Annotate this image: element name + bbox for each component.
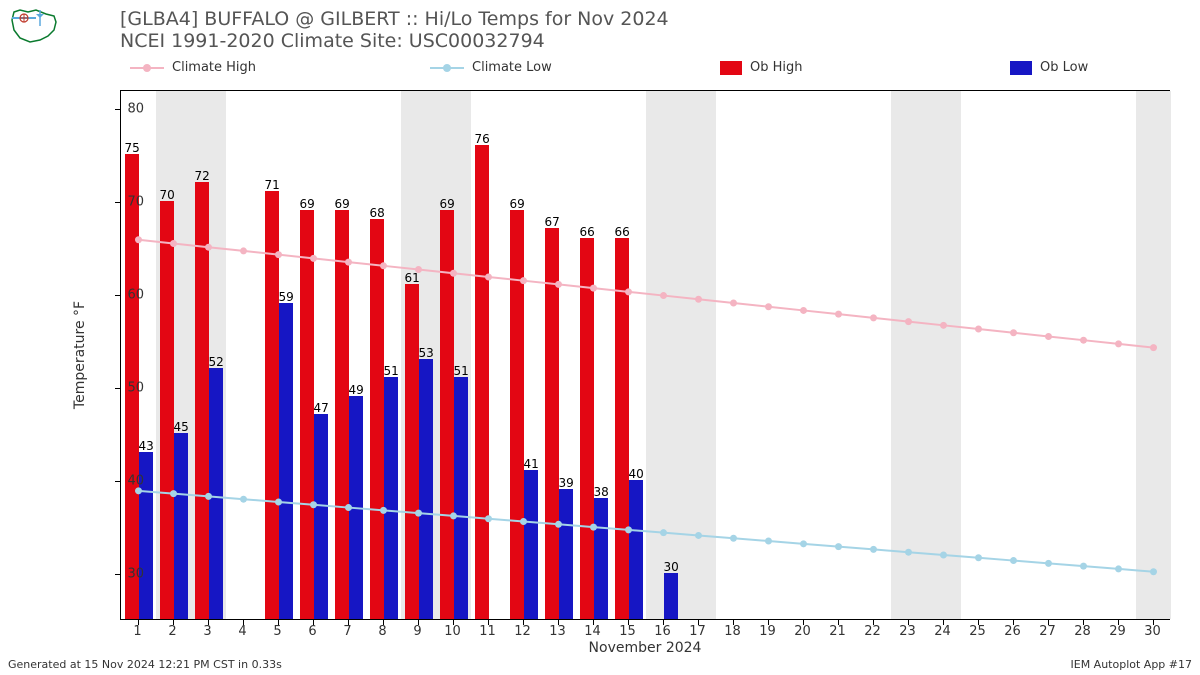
x-tick-mark: [593, 620, 594, 625]
x-tick-label: 11: [479, 624, 496, 639]
x-tick-label: 5: [273, 624, 281, 639]
x-tick-label: 28: [1074, 624, 1091, 639]
legend-ob-low: Ob Low: [1010, 60, 1088, 75]
y-tick-label: 60: [127, 287, 144, 302]
x-tick-label: 14: [584, 624, 601, 639]
x-tick-mark: [243, 620, 244, 625]
x-tick-mark: [1153, 620, 1154, 625]
x-tick-label: 25: [969, 624, 986, 639]
x-tick-mark: [733, 620, 734, 625]
x-tick-mark: [1083, 620, 1084, 625]
x-tick-mark: [768, 620, 769, 625]
x-tick-label: 8: [378, 624, 386, 639]
x-tick-label: 2: [168, 624, 176, 639]
x-tick-mark: [278, 620, 279, 625]
x-tick-label: 4: [238, 624, 246, 639]
climate-low-line: [121, 91, 1171, 621]
x-tick-label: 15: [619, 624, 636, 639]
x-tick-mark: [453, 620, 454, 625]
x-tick-label: 6: [308, 624, 316, 639]
footer-generated: Generated at 15 Nov 2024 12:21 PM CST in…: [8, 658, 282, 671]
x-tick-label: 30: [1144, 624, 1161, 639]
x-tick-mark: [943, 620, 944, 625]
x-tick-label: 26: [1004, 624, 1021, 639]
x-tick-label: 23: [899, 624, 916, 639]
x-tick-label: 7: [343, 624, 351, 639]
y-tick-mark: [115, 295, 120, 296]
x-tick-mark: [908, 620, 909, 625]
legend-label: Climate Low: [472, 60, 552, 75]
y-tick-label: 30: [127, 566, 144, 581]
y-tick-mark: [115, 388, 120, 389]
y-axis-label: Temperature °F: [72, 301, 88, 409]
x-tick-mark: [698, 620, 699, 625]
x-tick-label: 12: [514, 624, 531, 639]
x-tick-mark: [873, 620, 874, 625]
y-tick-mark: [115, 574, 120, 575]
y-tick-label: 40: [127, 473, 144, 488]
x-tick-mark: [313, 620, 314, 625]
legend-climate-high: Climate High: [130, 60, 256, 75]
x-tick-mark: [1048, 620, 1049, 625]
x-tick-mark: [138, 620, 139, 625]
x-tick-mark: [523, 620, 524, 625]
x-tick-mark: [173, 620, 174, 625]
x-tick-mark: [663, 620, 664, 625]
x-tick-label: 27: [1039, 624, 1056, 639]
legend: Climate High Climate Low Ob High Ob Low: [120, 60, 1170, 80]
y-tick-label: 80: [127, 101, 144, 116]
chart-title-line2: NCEI 1991-2020 Climate Site: USC00032794: [120, 30, 545, 52]
x-tick-label: 17: [689, 624, 706, 639]
x-tick-mark: [383, 620, 384, 625]
x-tick-mark: [418, 620, 419, 625]
x-tick-mark: [628, 620, 629, 625]
y-tick-mark: [115, 202, 120, 203]
y-tick-mark: [115, 481, 120, 482]
x-tick-label: 13: [549, 624, 566, 639]
legend-label: Climate High: [172, 60, 256, 75]
y-tick-label: 70: [127, 194, 144, 209]
x-tick-label: 24: [934, 624, 951, 639]
x-tick-mark: [208, 620, 209, 625]
y-tick-label: 50: [127, 380, 144, 395]
x-tick-mark: [488, 620, 489, 625]
x-tick-mark: [978, 620, 979, 625]
x-tick-label: 22: [864, 624, 881, 639]
x-tick-label: 10: [444, 624, 461, 639]
x-tick-label: 18: [724, 624, 741, 639]
x-tick-label: 29: [1109, 624, 1126, 639]
plot-area: 7570727169696861697669676666434552594749…: [120, 90, 1170, 620]
x-axis-label: November 2024: [589, 640, 702, 656]
legend-label: Ob High: [750, 60, 803, 75]
x-tick-mark: [1013, 620, 1014, 625]
x-tick-label: 9: [413, 624, 421, 639]
x-tick-mark: [558, 620, 559, 625]
legend-climate-low: Climate Low: [430, 60, 552, 75]
footer-app: IEM Autoplot App #17: [1071, 658, 1193, 671]
x-tick-mark: [803, 620, 804, 625]
y-tick-mark: [115, 109, 120, 110]
x-tick-mark: [1118, 620, 1119, 625]
x-tick-label: 21: [829, 624, 846, 639]
x-tick-label: 3: [203, 624, 211, 639]
x-tick-mark: [838, 620, 839, 625]
chart-title-line1: [GLBA4] BUFFALO @ GILBERT :: Hi/Lo Temps…: [120, 8, 669, 30]
legend-label: Ob Low: [1040, 60, 1088, 75]
legend-ob-high: Ob High: [720, 60, 803, 75]
x-tick-label: 1: [133, 624, 141, 639]
x-tick-label: 16: [654, 624, 671, 639]
logo: [6, 4, 62, 50]
x-tick-label: 19: [759, 624, 776, 639]
x-tick-label: 20: [794, 624, 811, 639]
x-tick-mark: [348, 620, 349, 625]
